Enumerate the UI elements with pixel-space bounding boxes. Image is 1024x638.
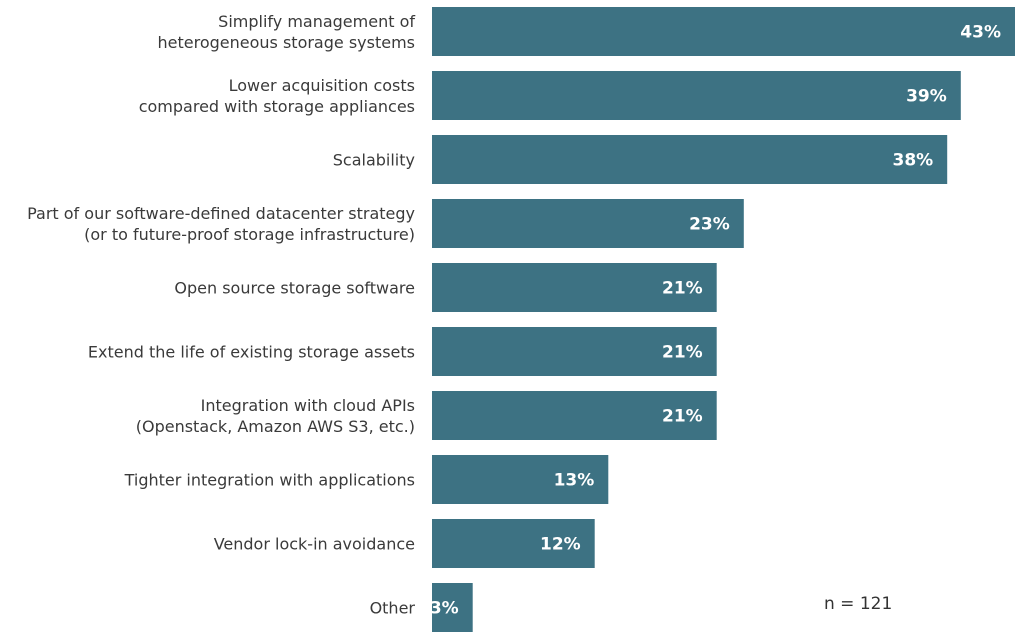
category-label-2: Scalability (333, 151, 415, 170)
sample-size-note: n = 121 (824, 594, 892, 614)
category-label-0-line-1: heterogeneous storage systems (158, 33, 416, 52)
bar-value-label-2: 38% (892, 151, 933, 171)
category-label-8: Vendor lock-in avoidance (214, 535, 415, 554)
bar-value-label-8: 12% (540, 535, 581, 555)
category-label-0-line-0: Simplify management of (218, 12, 415, 31)
bar-3 (432, 199, 744, 248)
category-label-1-line-1: compared with storage appliances (139, 97, 415, 116)
category-label-6-line-1: (Openstack, Amazon AWS S3, etc.) (136, 417, 415, 436)
category-label-9: Other (370, 599, 416, 618)
bar-8 (432, 519, 595, 568)
bar-4 (432, 263, 717, 312)
bar-value-label-1: 39% (906, 87, 947, 107)
bars-layer: 43% 39% 38% 23% 21% 21% 21% 13% 12% 3% (430, 7, 1015, 632)
category-label-5: Extend the life of existing storage asse… (88, 343, 415, 362)
bar-5 (432, 327, 717, 376)
category-label-6-line-0: Integration with cloud APIs (201, 396, 415, 415)
bar-value-label-3: 23% (689, 215, 730, 235)
bar-value-label-4: 21% (662, 279, 703, 299)
bar-2 (432, 135, 948, 184)
bar-value-label-5: 21% (662, 343, 703, 363)
category-label-4: Open source storage software (174, 279, 415, 298)
category-label-1-line-0: Lower acquisition costs (229, 76, 415, 95)
bar-value-label-7: 13% (554, 471, 595, 491)
bar-6 (432, 391, 717, 440)
bar-9 (432, 583, 473, 632)
bar-1 (432, 71, 961, 120)
bar-7 (432, 455, 609, 504)
bar-value-label-0: 43% (960, 23, 1001, 43)
bar-value-label-6: 21% (662, 407, 703, 427)
category-label-7: Tighter integration with applications (124, 471, 415, 490)
category-label-3-line-0: Part of our software-defined datacenter … (27, 204, 415, 223)
bar-0 (432, 7, 1015, 56)
bar-value-label-9: 3% (430, 599, 459, 619)
category-labels-layer: Simplify management of heterogeneous stor… (27, 12, 415, 618)
category-label-3-line-1: (or to future-proof storage infrastructu… (84, 225, 415, 244)
